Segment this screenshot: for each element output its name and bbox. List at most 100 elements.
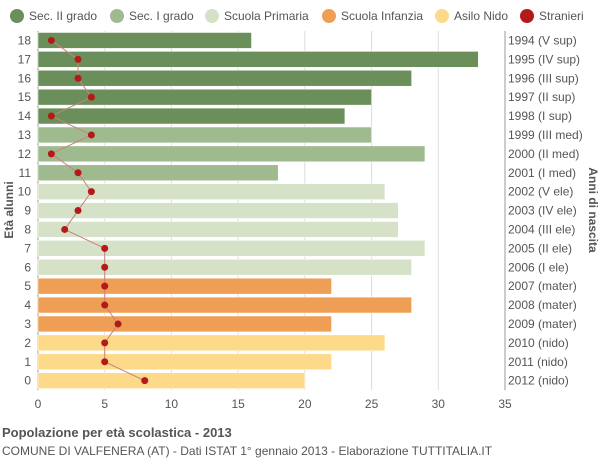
age-label-10: 10 (18, 185, 32, 199)
bar-age-7 (37, 240, 426, 257)
legend-label-2: Scuola Primaria (224, 9, 309, 23)
birth-label-13: 1999 (III med) (508, 128, 583, 142)
stranieri-point-13 (87, 131, 95, 139)
bars (37, 32, 479, 389)
birth-label-10: 2002 (V ele) (508, 185, 573, 199)
birth-label-11: 2001 (I med) (508, 166, 576, 180)
stranieri-point-5 (101, 282, 109, 290)
bar-age-1 (37, 353, 332, 370)
age-label-8: 8 (24, 222, 31, 236)
legend-marker-1 (110, 9, 124, 23)
bar-age-11 (37, 164, 279, 181)
stranieri-point-17 (74, 55, 82, 63)
legend-marker-0 (10, 9, 24, 23)
x-tick-15: 15 (231, 397, 245, 411)
birth-label-6: 2006 (I ele) (508, 260, 569, 274)
stranieri-point-8 (61, 225, 69, 233)
stranieri-point-11 (74, 169, 82, 177)
age-label-3: 3 (24, 317, 31, 331)
bar-age-4 (37, 296, 412, 314)
age-label-5: 5 (24, 279, 31, 293)
birth-label-12: 2000 (II med) (508, 147, 579, 161)
age-label-11: 11 (19, 166, 32, 180)
legend-label-1: Sec. I grado (129, 9, 194, 23)
birth-label-7: 2005 (II ele) (508, 241, 572, 255)
bar-age-0 (37, 372, 306, 389)
birth-label-17: 1995 (IV sup) (508, 52, 580, 66)
legend-label-4: Asilo Nido (454, 9, 508, 23)
birth-label-15: 1997 (II sup) (508, 90, 575, 104)
bar-age-15 (37, 88, 372, 106)
bar-age-5 (37, 277, 332, 295)
birth-label-0: 2012 (nido) (508, 374, 569, 388)
legend-marker-2 (205, 9, 219, 23)
stranieri-point-3 (114, 320, 122, 328)
x-tick-20: 20 (298, 397, 312, 411)
stranieri-point-1 (101, 358, 109, 366)
stranieri-series (47, 36, 149, 385)
bar-age-16 (37, 70, 412, 87)
birth-label-16: 1996 (III sup) (508, 71, 579, 85)
age-label-14: 14 (18, 109, 32, 123)
age-label-4: 4 (24, 298, 31, 312)
x-tick-5: 5 (101, 397, 108, 411)
bar-age-6 (37, 259, 412, 276)
bar-age-17 (37, 51, 479, 68)
age-label-9: 9 (24, 204, 31, 218)
x-tick-10: 10 (165, 397, 179, 411)
bar-age-14 (37, 107, 346, 125)
stranieri-point-15 (87, 93, 95, 101)
x-axis: 0 5 10 15 20 25 30 35 (35, 397, 512, 411)
age-label-7: 7 (24, 241, 31, 255)
age-label-18: 18 (18, 33, 32, 47)
birth-label-18: 1994 (V sup) (508, 33, 577, 47)
age-label-15: 15 (18, 90, 32, 104)
x-tick-0: 0 (35, 397, 42, 411)
stranieri-point-14 (47, 112, 55, 120)
bar-age-9 (37, 202, 399, 219)
age-label-13: 13 (18, 128, 32, 142)
bar-age-13 (37, 126, 372, 144)
legend-label-0: Sec. II grado (29, 9, 97, 23)
stranieri-point-2 (101, 339, 109, 347)
stranieri-point-6 (101, 263, 109, 271)
stranieri-point-7 (101, 244, 109, 252)
x-tick-30: 30 (432, 397, 446, 411)
chart-subtitle: COMUNE DI VALFENERA (AT) - Dati ISTAT 1°… (2, 444, 493, 458)
age-label-12: 12 (18, 147, 32, 161)
birth-label-5: 2007 (mater) (508, 279, 577, 293)
y-axis-title-left: Età alunni (2, 181, 16, 238)
age-label-2: 2 (24, 336, 31, 350)
bar-age-2 (37, 334, 386, 352)
birth-label-1: 2011 (nido) (508, 355, 568, 369)
stranieri-point-4 (101, 301, 109, 309)
x-tick-35: 35 (498, 397, 512, 411)
legend-marker-3 (322, 9, 336, 23)
age-label-6: 6 (24, 260, 31, 274)
legend-marker-5 (520, 9, 534, 23)
legend-marker-4 (435, 9, 449, 23)
birth-year-axis: 1994 (V sup) 1995 (IV sup) 1996 (III sup) 1… (508, 33, 583, 387)
birth-label-8: 2004 (III ele) (508, 222, 575, 236)
legend-label-5: Stranieri (539, 9, 584, 23)
bar-age-18 (37, 32, 252, 49)
chart-title: Popolazione per età scolastica - 2013 (2, 425, 232, 440)
birth-label-3: 2009 (mater) (508, 317, 577, 331)
age-label-1: 1 (24, 355, 31, 369)
bar-age-3 (37, 315, 332, 333)
stranieri-point-12 (47, 150, 55, 158)
age-label-0: 0 (24, 374, 31, 388)
stranieri-point-0 (141, 377, 149, 385)
birth-label-4: 2008 (mater) (508, 298, 577, 312)
birth-label-2: 2010 (nido) (508, 336, 569, 350)
stranieri-point-16 (74, 74, 82, 82)
age-label-16: 16 (18, 71, 32, 85)
bar-age-10 (37, 183, 386, 200)
stranieri-point-9 (74, 207, 82, 215)
legend-label-3: Scuola Infanzia (341, 9, 423, 23)
stranieri-point-10 (87, 188, 95, 196)
birth-label-14: 1998 (I sup) (508, 109, 572, 123)
y-axis-title-right: Anni di nascita (586, 167, 600, 253)
bar-age-12 (37, 145, 426, 163)
legend: Sec. II grado Sec. I grado Scuola Primaria… (10, 9, 584, 23)
